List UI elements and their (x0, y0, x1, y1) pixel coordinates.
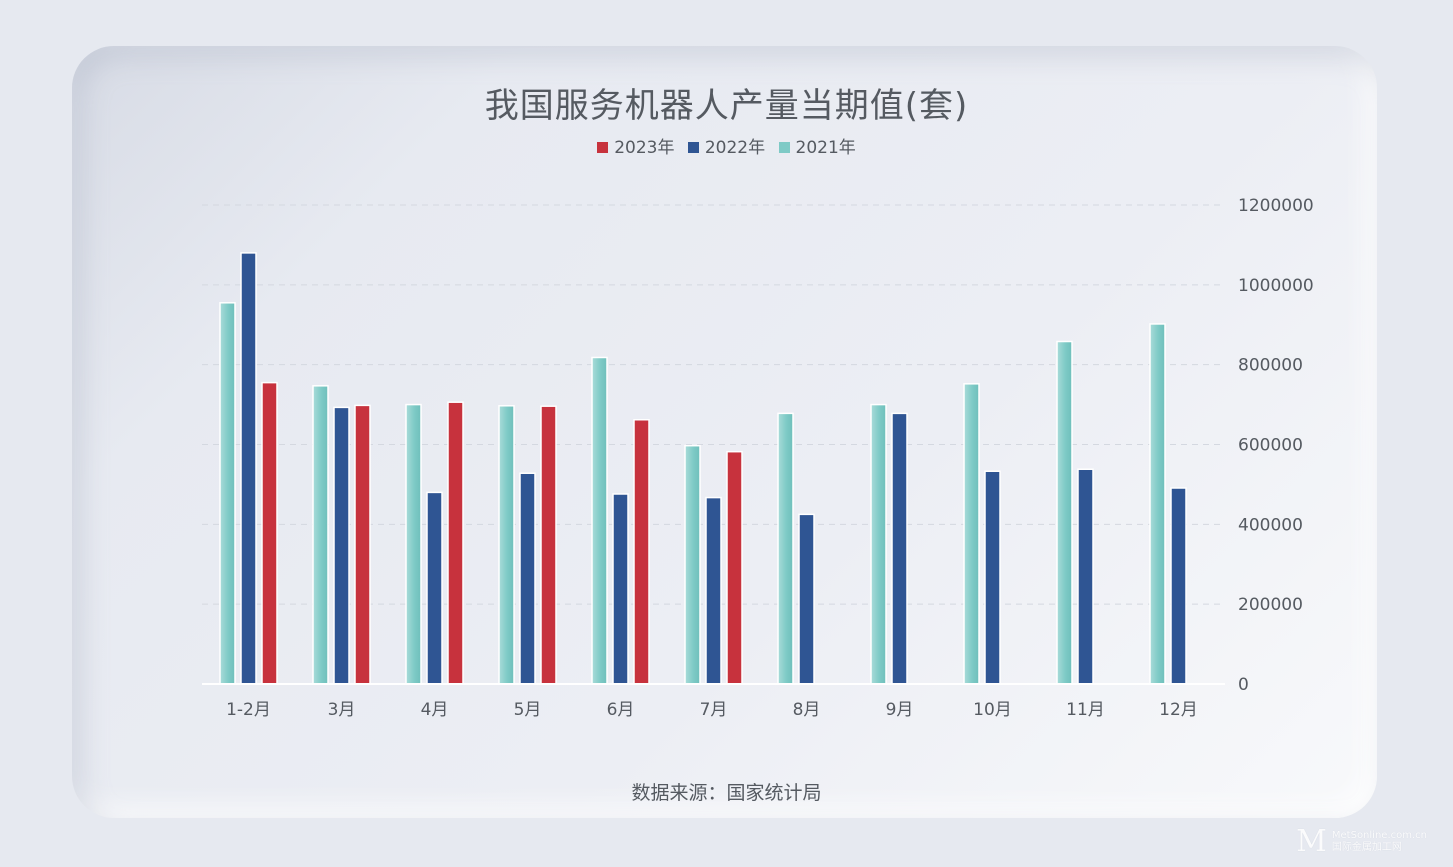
bar-2021-10[interactable] (1149, 323, 1166, 685)
legend-item-2022[interactable]: 2022年 (687, 133, 766, 158)
bar-2021-4[interactable] (591, 356, 608, 685)
x-tick-label: 5月 (514, 700, 542, 720)
x-tick-label: 6月 (607, 700, 635, 720)
bar-2021-7[interactable] (870, 403, 887, 685)
bar-2022-10[interactable] (1170, 487, 1187, 685)
x-tick-label: 12月 (1159, 700, 1198, 720)
bar-2021-6[interactable] (777, 412, 794, 685)
bar-2021-9[interactable] (1056, 340, 1073, 685)
x-tick-label: 4月 (421, 700, 449, 720)
bar-2022-3[interactable] (519, 472, 536, 685)
bar-2021-2[interactable] (405, 403, 422, 685)
bar-2021-5[interactable] (684, 444, 701, 685)
bar-2023-1[interactable] (354, 404, 371, 685)
y-tick-label: 1000000 (1238, 276, 1314, 296)
data-source-note: 数据来源：国家统计局 (631, 782, 822, 804)
bar-2023-0[interactable] (261, 381, 278, 685)
watermark-site: MetSonline.com.cn (1331, 830, 1427, 841)
bar-2022-4[interactable] (612, 493, 629, 685)
x-tick-label: 3月 (328, 700, 356, 720)
bar-2023-3[interactable] (540, 405, 557, 685)
bars (219, 252, 1187, 685)
x-tick-label: 7月 (700, 700, 728, 720)
x-tick-label: 1-2月 (226, 700, 271, 720)
x-tick-label: 11月 (1066, 700, 1105, 720)
watermark-text: MetSonline.com.cn 国际金属加工网 (1332, 830, 1427, 854)
y-tick-label: 1200000 (1238, 196, 1314, 216)
watermark-m-icon: M (1296, 824, 1327, 859)
legend-item-2021[interactable]: 2021年 (778, 133, 856, 158)
x-tick-label: 8月 (793, 700, 821, 720)
bar-2022-8[interactable] (984, 470, 1001, 685)
bar-2022-9[interactable] (1077, 468, 1094, 685)
chart-legend: 2023年 2022年 2021年 (0, 133, 1453, 158)
bar-2021-0[interactable] (219, 302, 236, 685)
legend-label-2022: 2022年 (704, 138, 766, 158)
bar-2023-2[interactable] (447, 401, 464, 685)
axes: 0 200000 400000 600000 800000 1000000 1200000 1… (202, 196, 1314, 720)
chart-title: 我国服务机器人产量当期值(套) (484, 86, 969, 126)
bar-2021-8[interactable] (963, 383, 980, 685)
bar-2022-5[interactable] (705, 496, 722, 685)
legend-item-2023[interactable]: 2023年 (597, 133, 674, 158)
bar-2021-1[interactable] (312, 385, 329, 685)
bar-2022-6[interactable] (798, 513, 815, 685)
x-tick-label: 10月 (973, 700, 1012, 720)
legend-label-2021: 2021年 (795, 138, 856, 158)
bar-2023-4[interactable] (633, 419, 650, 685)
legend-label-2023: 2023年 (614, 138, 675, 158)
y-tick-label: 400000 (1238, 515, 1303, 535)
legend-swatch-2021 (778, 142, 790, 153)
y-tick-label: 200000 (1238, 595, 1303, 615)
y-tick-label: 0 (1238, 675, 1249, 695)
watermark-name: 国际金属加工网 (1331, 842, 1402, 853)
legend-swatch-2023 (597, 142, 609, 153)
bar-2023-5[interactable] (726, 450, 743, 685)
y-tick-label: 600000 (1238, 436, 1303, 456)
y-tick-label: 800000 (1238, 356, 1303, 376)
x-tick-label: 9月 (886, 700, 914, 720)
watermark-logo: M MetSonline.com.cn 国际金属加工网 (1296, 827, 1427, 857)
bar-2022-7[interactable] (891, 412, 908, 685)
bar-2021-3[interactable] (498, 405, 515, 685)
bar-2022-2[interactable] (426, 491, 443, 685)
bar-2022-0[interactable] (240, 252, 257, 685)
legend-swatch-2022 (687, 142, 699, 153)
bar-2022-1[interactable] (333, 406, 350, 685)
